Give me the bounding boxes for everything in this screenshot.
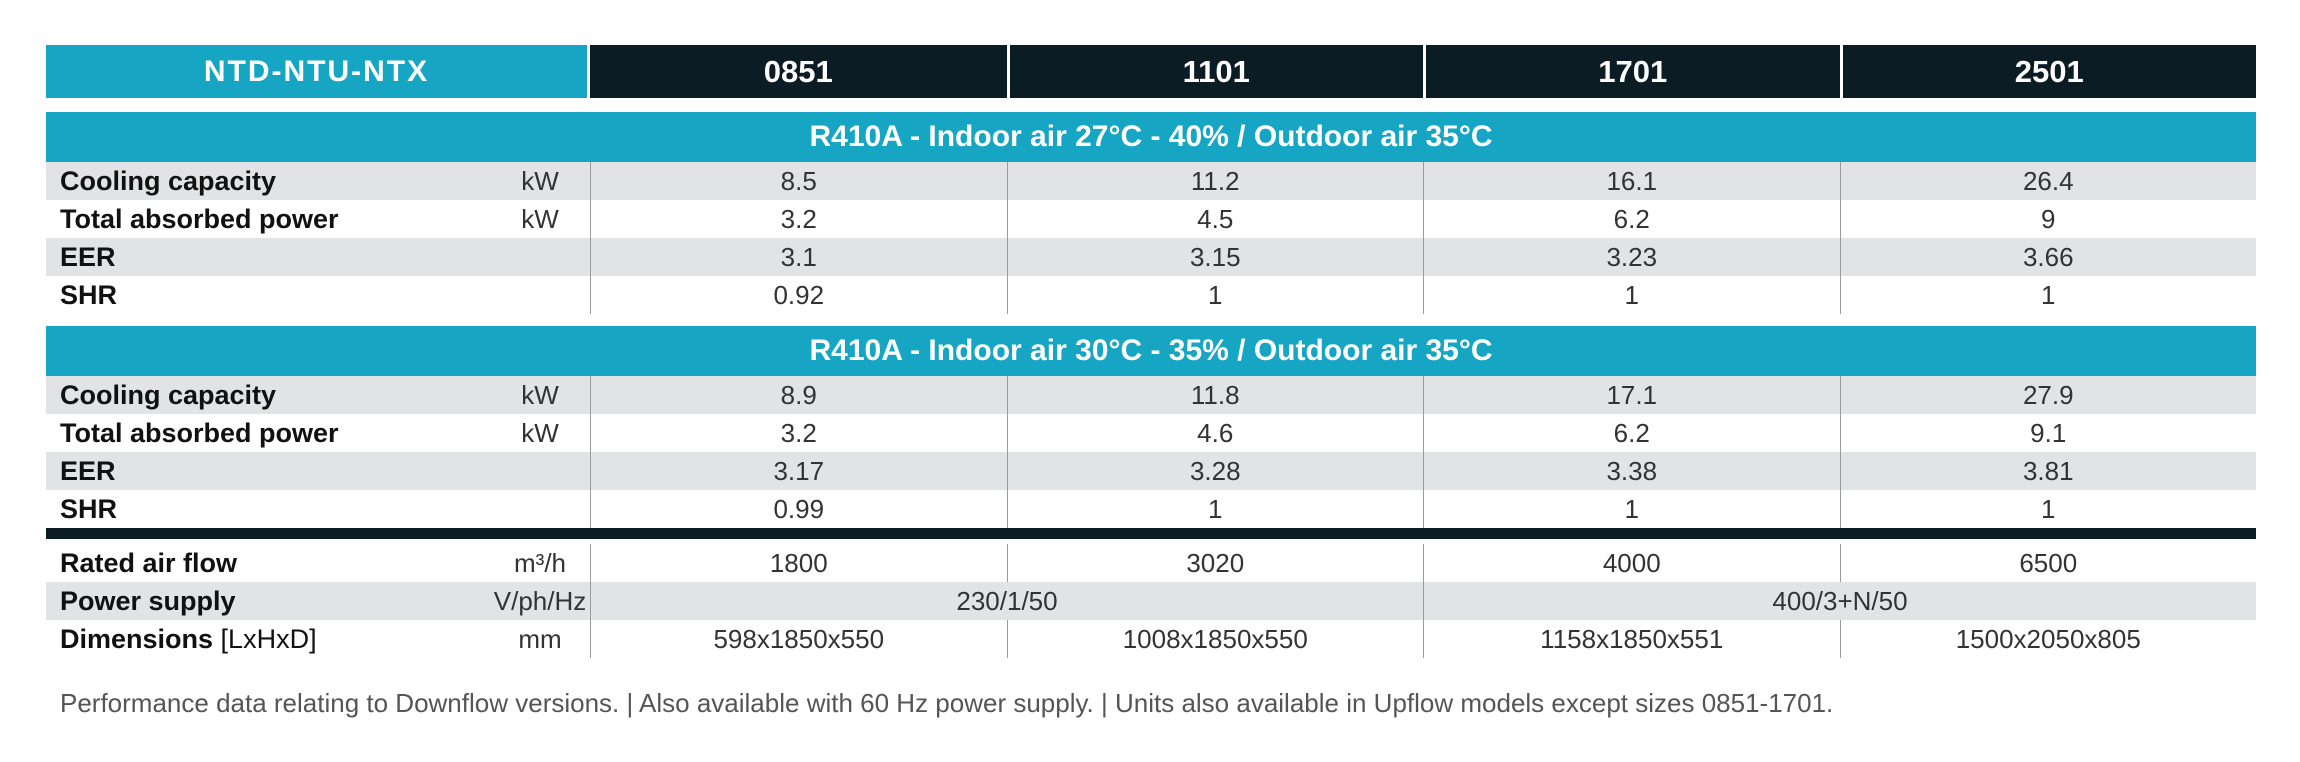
section-title: R410A - Indoor air 30°C - 35% / Outdoor … xyxy=(46,326,2256,376)
table-cell: 1500x2050x805 xyxy=(1839,620,2257,658)
table-cell: 27.9 xyxy=(1839,376,2257,414)
row-unit: kW xyxy=(521,203,559,234)
table-cell: 3.38 xyxy=(1423,452,1840,490)
table-cell: 26.4 xyxy=(1839,162,2257,200)
table-cell: 17.1 xyxy=(1423,376,1840,414)
row-label-main: Dimensions xyxy=(60,623,214,654)
model-header: 0851 xyxy=(590,45,1007,98)
table-cell: 3.66 xyxy=(1839,238,2257,276)
row-unit xyxy=(490,490,590,528)
table-cell: 6500 xyxy=(1839,544,2257,582)
row-label: SHR xyxy=(60,279,118,310)
model-header: 2501 xyxy=(1839,45,2256,98)
row-unit xyxy=(490,276,590,314)
table-cell: 1 xyxy=(1839,490,2257,528)
model-header: 1701 xyxy=(1423,45,1840,98)
table-cell: 400/3+N/50 xyxy=(1423,582,2256,620)
table-cell: 3.81 xyxy=(1839,452,2257,490)
table-cell: 11.2 xyxy=(1006,162,1424,200)
table-row: EER 3.17 3.28 3.38 3.81 xyxy=(46,452,2256,490)
table-cell: 230/1/50 xyxy=(590,582,1423,620)
table-cell: 598x1850x550 xyxy=(590,620,1007,658)
table-cell: 1158x1850x551 xyxy=(1423,620,1840,658)
table-cell: 1008x1850x550 xyxy=(1006,620,1424,658)
row-unit xyxy=(490,238,590,276)
row-label: EER xyxy=(60,241,116,272)
table-row: SHR 0.92 1 1 1 xyxy=(46,276,2256,314)
row-label: SHR xyxy=(60,493,118,524)
table-cell: 3.2 xyxy=(590,414,1007,452)
table-cell: 4000 xyxy=(1423,544,1840,582)
row-label: Total absorbed power xyxy=(60,203,339,234)
row-unit: V/ph/Hz xyxy=(493,585,587,616)
row-label: Power supply xyxy=(60,585,236,616)
row-unit xyxy=(490,452,590,490)
table-cell: 16.1 xyxy=(1423,162,1840,200)
section-divider xyxy=(46,528,2256,539)
spec-table: NTD-NTU-NTX 0851 1101 1701 2501 R410A - … xyxy=(46,45,2256,658)
table-cell: 8.9 xyxy=(590,376,1007,414)
model-header: 1101 xyxy=(1006,45,1423,98)
series-header: NTD-NTU-NTX xyxy=(46,45,590,98)
row-label: Dimensions [LxHxD] xyxy=(46,620,490,658)
table-cell: 1 xyxy=(1423,276,1840,314)
table-cell: 3.15 xyxy=(1006,238,1424,276)
table-cell: 4.6 xyxy=(1006,414,1424,452)
row-label: Total absorbed power xyxy=(60,417,339,448)
table-cell: 6.2 xyxy=(1423,200,1840,238)
table-cell: 1 xyxy=(1006,276,1424,314)
table-cell: 1 xyxy=(1423,490,1840,528)
table-cell: 4.5 xyxy=(1006,200,1424,238)
table-row: Dimensions [LxHxD] mm 598x1850x550 1008x… xyxy=(46,620,2256,658)
table-row: Cooling capacity kW 8.9 11.8 17.1 27.9 xyxy=(46,376,2256,414)
table-cell: 0.92 xyxy=(590,276,1007,314)
table-cell: 9 xyxy=(1839,200,2257,238)
table-row: Total absorbed power kW 3.2 4.6 6.2 9.1 xyxy=(46,414,2256,452)
row-unit: mm xyxy=(518,623,562,654)
row-label: Rated air flow xyxy=(60,547,238,578)
table-cell: 9.1 xyxy=(1839,414,2257,452)
table-cell: 1 xyxy=(1006,490,1424,528)
table-row: EER 3.1 3.15 3.23 3.66 xyxy=(46,238,2256,276)
table-cell: 3.1 xyxy=(590,238,1007,276)
table-row: Cooling capacity kW 8.5 11.2 16.1 26.4 xyxy=(46,162,2256,200)
table-cell: 0.99 xyxy=(590,490,1007,528)
row-unit: kW xyxy=(521,379,559,410)
table-cell: 3.28 xyxy=(1006,452,1424,490)
table-cell: 3.2 xyxy=(590,200,1007,238)
table-cell: 8.5 xyxy=(590,162,1007,200)
table-row: Total absorbed power kW 3.2 4.5 6.2 9 xyxy=(46,200,2256,238)
row-unit: kW xyxy=(521,165,559,196)
row-unit: m³/h xyxy=(514,547,566,578)
table-row: Rated air flow m³/h 1800 3020 4000 6500 xyxy=(46,544,2256,582)
table-row: SHR 0.99 1 1 1 xyxy=(46,490,2256,528)
table-cell: 11.8 xyxy=(1006,376,1424,414)
table-cell: 1 xyxy=(1839,276,2257,314)
row-label: EER xyxy=(60,455,116,486)
table-cell: 3020 xyxy=(1006,544,1424,582)
table-cell: 6.2 xyxy=(1423,414,1840,452)
row-label-suffix: [LxHxD] xyxy=(213,623,317,654)
table-cell: 3.17 xyxy=(590,452,1007,490)
row-unit: kW xyxy=(521,417,559,448)
table-row: Power supply V/ph/Hz 230/1/50 400/3+N/50 xyxy=(46,582,2256,620)
table-header: NTD-NTU-NTX 0851 1101 1701 2501 xyxy=(46,45,2256,98)
footnote: Performance data relating to Downflow ve… xyxy=(60,688,1834,718)
row-label: Cooling capacity xyxy=(60,379,277,410)
section-title: R410A - Indoor air 27°C - 40% / Outdoor … xyxy=(46,112,2256,162)
row-label: Cooling capacity xyxy=(60,165,277,196)
table-cell: 1800 xyxy=(590,544,1007,582)
table-cell: 3.23 xyxy=(1423,238,1840,276)
